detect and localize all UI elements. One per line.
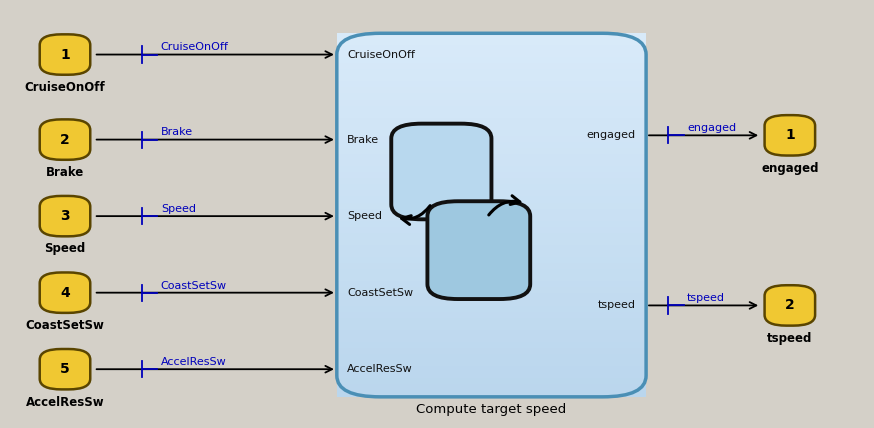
Bar (336, 245, 646, 251)
Bar (336, 99, 646, 106)
Text: CoastSetSw: CoastSetSw (25, 319, 104, 332)
Bar (336, 281, 646, 288)
Bar (336, 342, 646, 348)
Text: tspeed: tspeed (767, 332, 813, 345)
Text: AccelResSw: AccelResSw (161, 357, 226, 367)
FancyBboxPatch shape (392, 124, 491, 219)
Bar (336, 239, 646, 245)
Bar (336, 184, 646, 191)
Bar (336, 300, 646, 306)
Bar (336, 360, 646, 366)
Text: 1: 1 (60, 48, 70, 62)
FancyBboxPatch shape (39, 273, 90, 313)
Bar (336, 172, 646, 179)
FancyBboxPatch shape (427, 201, 531, 299)
Text: 3: 3 (60, 209, 70, 223)
Bar (336, 130, 646, 136)
Text: Speed: Speed (161, 204, 196, 214)
Text: engaged: engaged (761, 162, 819, 175)
Text: 5: 5 (60, 362, 70, 376)
Bar (336, 221, 646, 227)
Text: AccelResSw: AccelResSw (25, 395, 104, 409)
Text: Brake: Brake (45, 166, 84, 179)
Text: Brake: Brake (347, 134, 379, 145)
Bar (336, 142, 646, 149)
Bar (336, 202, 646, 209)
Bar (336, 81, 646, 88)
Bar (336, 63, 646, 70)
Bar (336, 39, 646, 45)
Bar (336, 33, 646, 39)
Bar (336, 112, 646, 118)
Bar (336, 330, 646, 336)
Text: 4: 4 (60, 285, 70, 300)
Text: Speed: Speed (347, 211, 382, 221)
Bar (336, 93, 646, 100)
FancyBboxPatch shape (39, 119, 90, 160)
Text: engaged: engaged (586, 131, 635, 140)
Text: 2: 2 (785, 298, 794, 312)
Bar (336, 233, 646, 239)
Bar (336, 348, 646, 354)
Text: CruiseOnOff: CruiseOnOff (24, 81, 106, 94)
Bar (336, 275, 646, 282)
Bar (336, 208, 646, 215)
Text: Compute target speed: Compute target speed (416, 403, 566, 416)
Text: Speed: Speed (45, 243, 86, 256)
Text: CruiseOnOff: CruiseOnOff (347, 50, 415, 59)
Bar (336, 45, 646, 51)
Text: tspeed: tspeed (687, 293, 725, 303)
Text: AccelResSw: AccelResSw (347, 364, 413, 374)
Bar (336, 214, 646, 221)
Bar (336, 166, 646, 172)
Bar (336, 378, 646, 385)
Bar (336, 312, 646, 318)
Text: engaged: engaged (687, 123, 736, 133)
Bar (336, 318, 646, 324)
Bar (336, 336, 646, 342)
Text: tspeed: tspeed (598, 300, 635, 310)
Bar (336, 227, 646, 233)
Bar (336, 354, 646, 360)
Bar (336, 51, 646, 57)
Bar (336, 124, 646, 130)
Bar (336, 160, 646, 166)
FancyBboxPatch shape (765, 285, 815, 326)
Text: Brake: Brake (161, 128, 193, 137)
Bar (336, 69, 646, 76)
Bar (336, 257, 646, 264)
Bar (336, 294, 646, 300)
FancyBboxPatch shape (39, 349, 90, 389)
Text: 2: 2 (60, 133, 70, 146)
Bar (336, 287, 646, 294)
Bar (336, 306, 646, 312)
Bar (336, 57, 646, 64)
Bar (336, 178, 646, 185)
Bar (336, 366, 646, 373)
Bar (336, 263, 646, 270)
Bar (336, 324, 646, 330)
Text: CoastSetSw: CoastSetSw (161, 280, 227, 291)
Bar (336, 384, 646, 391)
Bar (336, 148, 646, 155)
Bar (336, 106, 646, 112)
FancyBboxPatch shape (765, 115, 815, 155)
Bar (336, 372, 646, 379)
FancyBboxPatch shape (39, 196, 90, 236)
Bar (336, 251, 646, 258)
Text: 1: 1 (785, 128, 794, 143)
Bar (336, 75, 646, 82)
FancyBboxPatch shape (39, 34, 90, 75)
Text: CoastSetSw: CoastSetSw (347, 288, 413, 297)
Bar (336, 154, 646, 160)
Bar (336, 190, 646, 197)
Bar (336, 196, 646, 203)
Text: CruiseOnOff: CruiseOnOff (161, 42, 229, 52)
Bar (336, 269, 646, 276)
Bar (336, 390, 646, 397)
Bar (336, 87, 646, 94)
Bar (336, 136, 646, 143)
Bar (336, 118, 646, 124)
